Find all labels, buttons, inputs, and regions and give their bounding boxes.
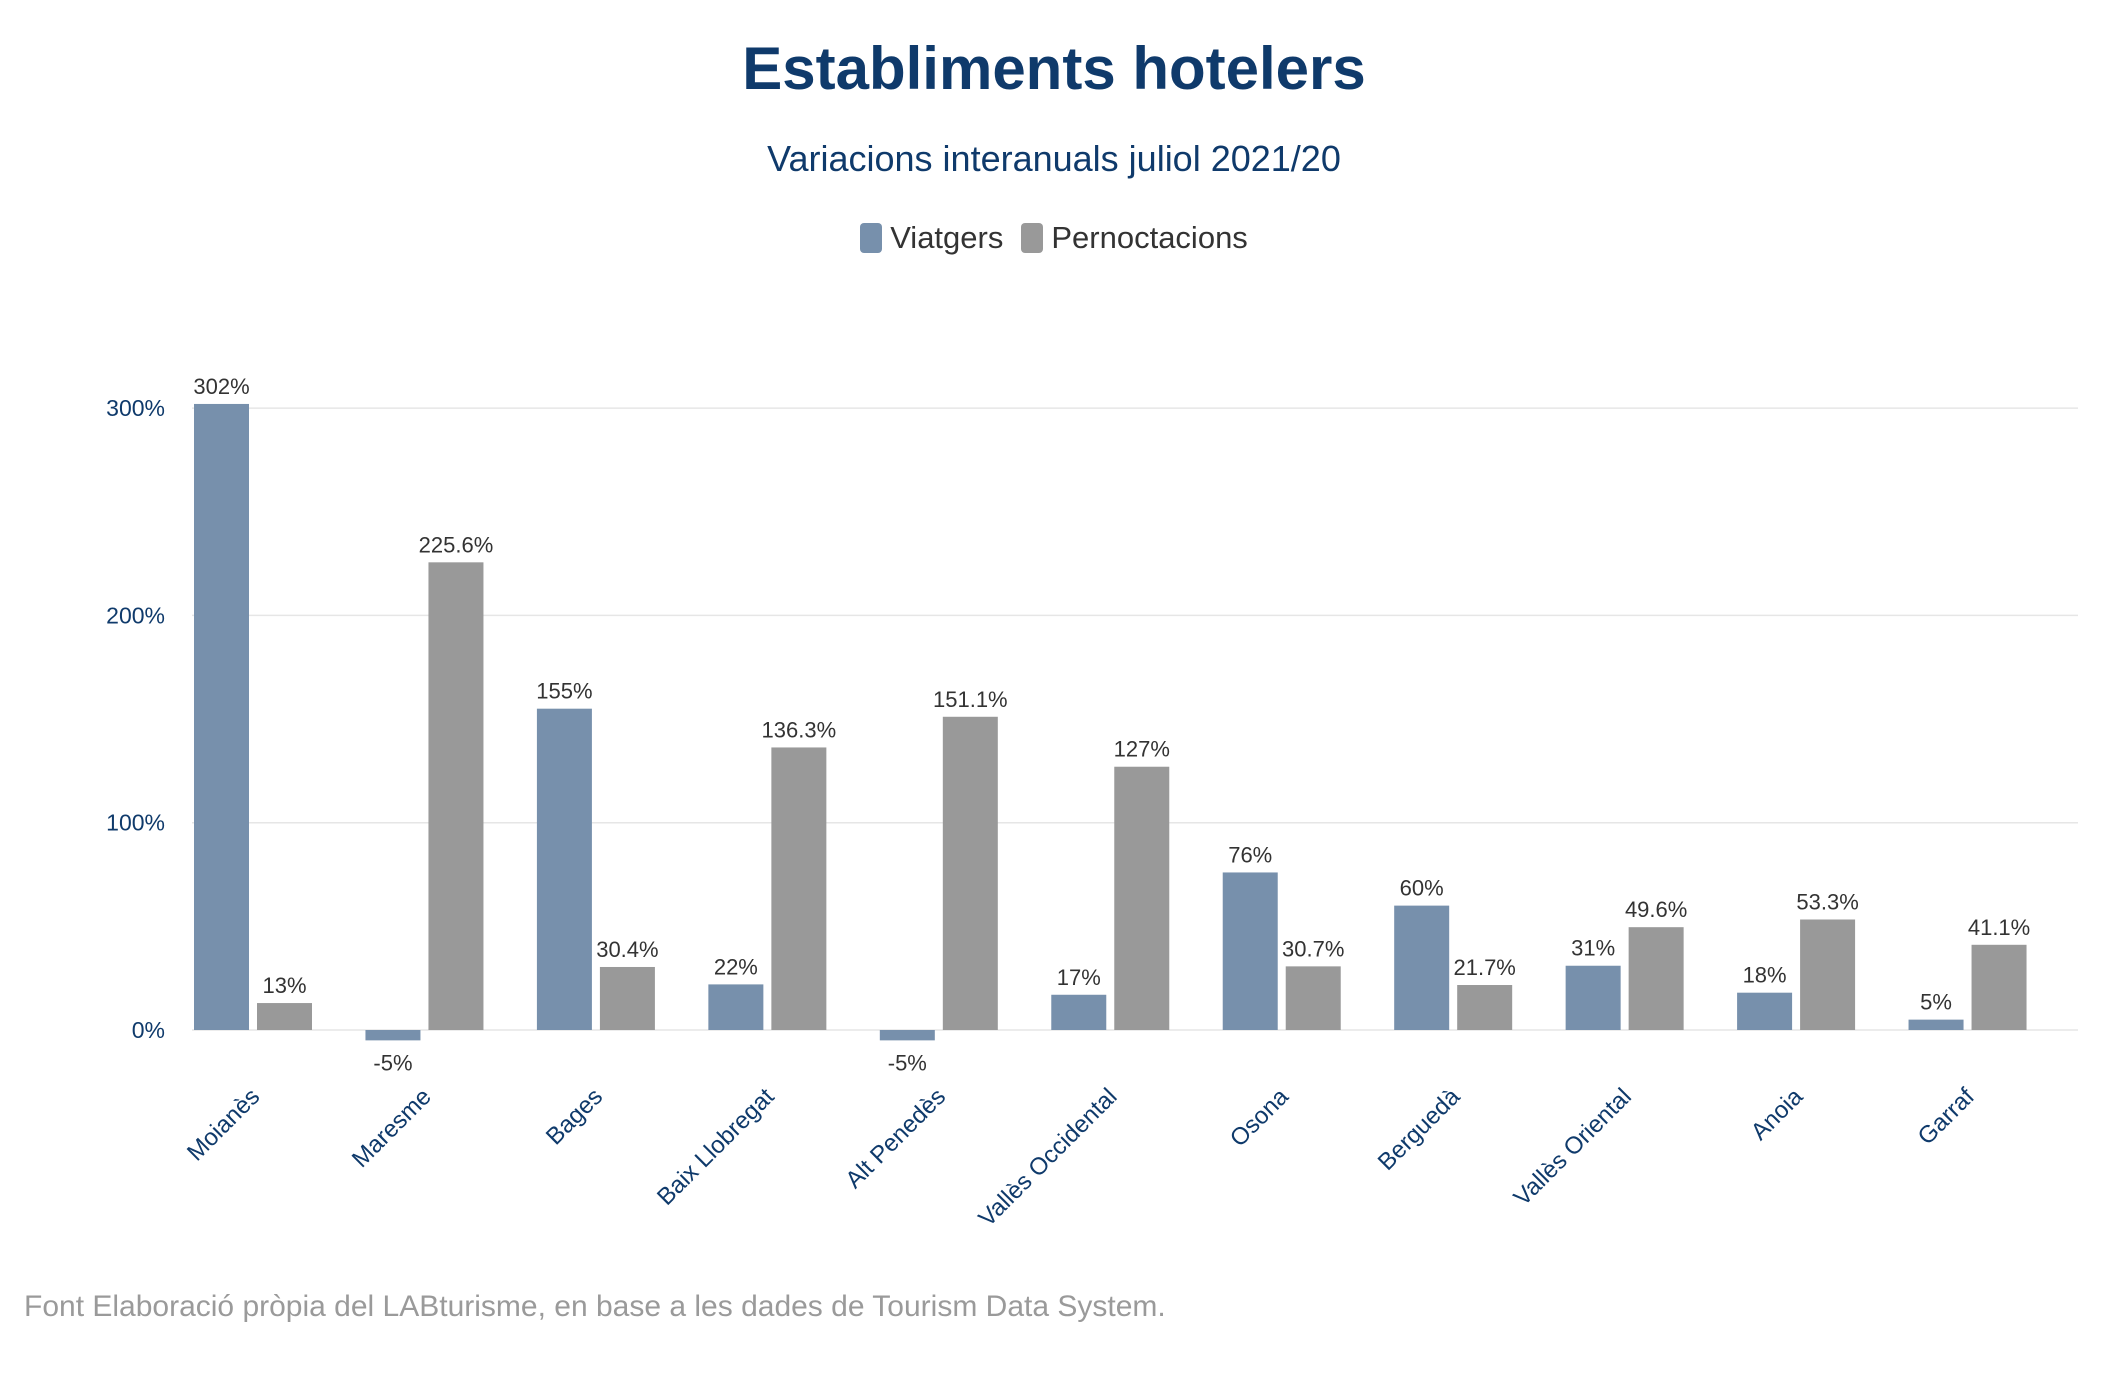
source-note: Font Elaboració pròpia del LABturisme, e… [24,1290,1166,1323]
bar-pernoctacions[interactable] [257,1003,312,1030]
data-label-viatgers: 22% [714,954,758,979]
bar-viatgers[interactable] [879,1030,935,1041]
data-label-pernoctacions: 13% [262,973,306,998]
data-label-pernoctacions: 21.7% [1453,955,1515,980]
bar-pernoctacions[interactable] [1628,927,1684,1030]
x-axis: Moianès Maresme Bages Baix Llobregat Alt Pen… [182,1083,1980,1232]
x-tick-label: Berguedà [1373,1083,1466,1176]
bar-pernoctacions[interactable] [1457,985,1513,1030]
data-label-pernoctacions: 30.7% [1282,936,1344,961]
legend-swatch-viatgers [860,223,883,253]
legend: Viatgers Pernoctacions [0,220,2108,256]
x-tick-label: Maresme [347,1083,437,1173]
data-label-viatgers: -5% [888,1050,927,1075]
x-tick-label: Bages [541,1083,608,1150]
bar-viatgers[interactable] [536,708,592,1030]
x-tick-label: Baix Llobregat [652,1083,780,1211]
bar-viatgers[interactable] [1908,1019,1964,1030]
bar-pernoctacions[interactable] [942,716,998,1030]
x-tick-label: Moianès [182,1083,265,1166]
bar-viatgers[interactable] [1051,994,1107,1030]
data-label-viatgers: 302% [193,374,249,399]
x-tick-label: Garraf [1913,1083,1980,1150]
chart-subtitle: Variacions interanuals juliol 2021/20 [767,138,1341,179]
data-label-pernoctacions: 225.6% [419,532,494,557]
data-label-viatgers: 18% [1743,963,1787,988]
bar-pernoctacions[interactable] [771,747,827,1030]
legend-item-pernoctacions[interactable]: Pernoctacions [1021,220,1248,256]
data-label-pernoctacions: 53.3% [1796,890,1858,915]
bar-viatgers[interactable] [1737,992,1793,1030]
bar-layer [194,403,2027,1041]
bar-viatgers[interactable] [1394,905,1450,1030]
bar-viatgers[interactable] [708,984,764,1030]
data-label-pernoctacions: 136.3% [762,717,837,742]
x-tick-label: Vallès Oriental [1509,1083,1637,1211]
bar-viatgers[interactable] [1565,965,1621,1030]
legend-swatch-pernoctacions [1021,223,1044,253]
bar-viatgers[interactable] [1222,872,1278,1030]
data-label-viatgers: 155% [536,679,592,704]
bar-viatgers[interactable] [194,403,249,1031]
legend-label-pernoctacions: Pernoctacions [1051,220,1248,255]
bar-pernoctacions[interactable] [1971,944,2027,1030]
y-tick-label: 200% [106,602,165,628]
legend-label-viatgers: Viatgers [890,220,1004,255]
bar-pernoctacions[interactable] [1285,966,1341,1030]
data-label-pernoctacions: 41.1% [1968,915,2030,940]
plot-area: 302% 13% -5% 225.6% 155% 30.4% 22% 136.3% -5% 151… [106,374,2078,1232]
data-label-pernoctacions: 151.1% [933,687,1008,712]
y-tick-label: 0% [132,1017,165,1043]
bar-pernoctacions[interactable] [1114,766,1170,1030]
x-tick-label: Osona [1225,1083,1295,1153]
data-label-viatgers: -5% [373,1050,412,1075]
data-label-viatgers: 31% [1571,936,1615,961]
y-tick-label: 300% [106,395,165,421]
chart-title: Establiments hotelers [742,35,1366,102]
data-label-pernoctacions: 30.4% [596,937,658,962]
y-axis: 0% 100% 200% 300% [106,395,165,1043]
x-tick-label: Alt Penedès [840,1083,951,1194]
bar-viatgers[interactable] [365,1030,421,1041]
data-label-viatgers: 76% [1228,842,1272,867]
legend-item-viatgers[interactable]: Viatgers [860,220,1003,256]
data-label-viatgers: 5% [1920,990,1952,1015]
data-label-viatgers: 60% [1400,876,1444,901]
data-label-viatgers: 17% [1057,965,1101,990]
data-label-layer: 302% 13% -5% 225.6% 155% 30.4% 22% 136.3% -5% 151… [193,374,2030,1075]
data-label-pernoctacions: 49.6% [1625,897,1687,922]
bar-pernoctacions[interactable] [1800,919,1856,1030]
bar-pernoctacions[interactable] [428,562,484,1030]
x-tick-label: Vallès Occidental [974,1083,1123,1232]
bar-pernoctacions[interactable] [599,966,655,1030]
x-tick-label: Anoia [1746,1083,1809,1146]
data-label-pernoctacions: 127% [1114,737,1170,762]
y-tick-label: 100% [106,810,165,836]
